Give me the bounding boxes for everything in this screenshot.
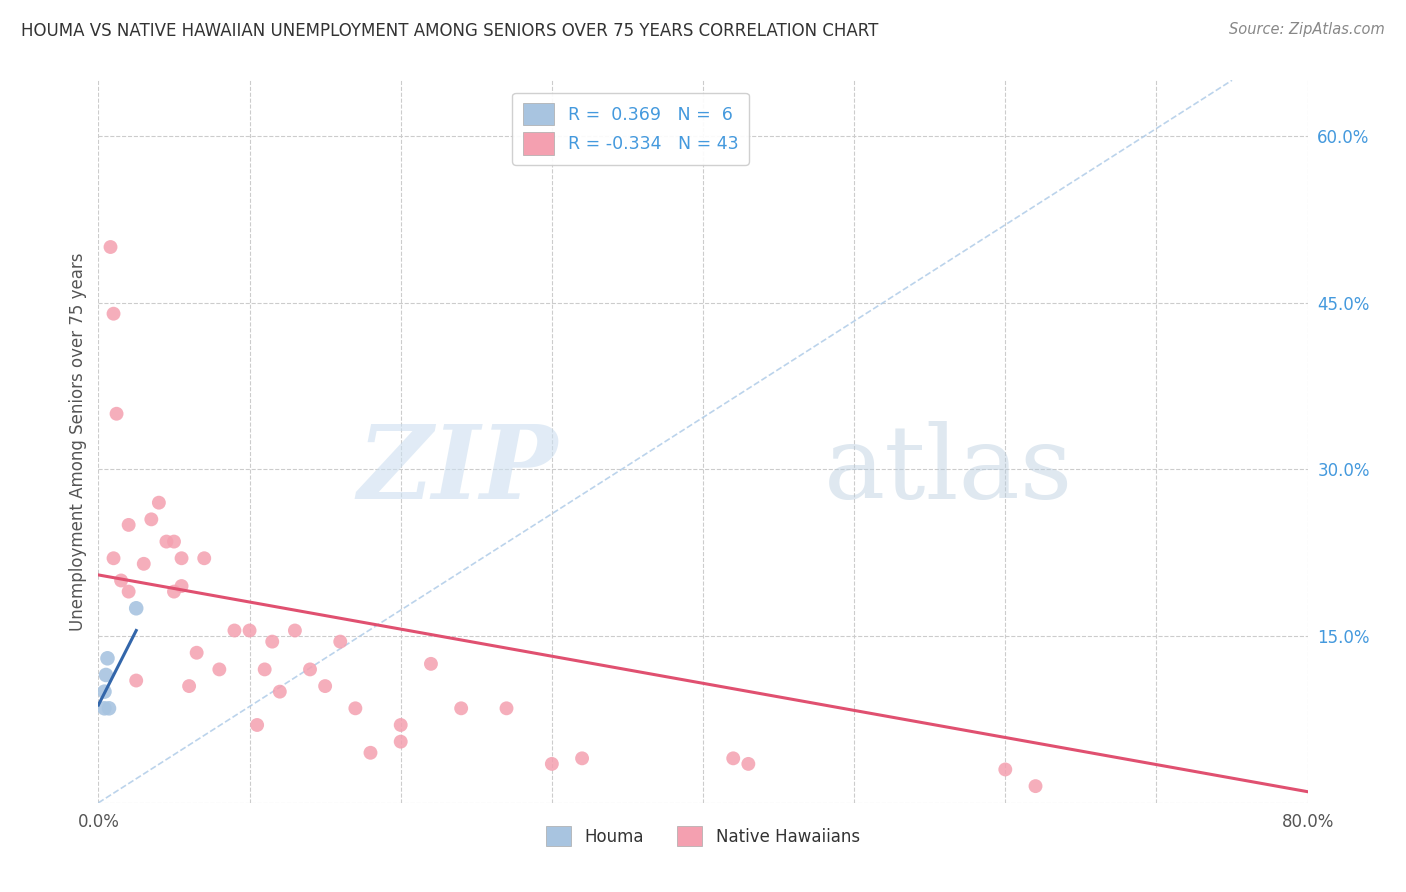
Point: [170, 579, 193, 593]
Point: [163, 534, 186, 549]
Point: [262, 634, 284, 648]
Text: HOUMA VS NATIVE HAWAIIAN UNEMPLOYMENT AMONG SENIORS OVER 75 YEARS CORRELATION CH: HOUMA VS NATIVE HAWAIIAN UNEMPLOYMENT AM…: [21, 22, 879, 40]
Point: [170, 551, 193, 566]
Point: [239, 624, 262, 638]
Point: [389, 734, 412, 748]
Point: [148, 496, 170, 510]
Point: [155, 534, 177, 549]
Point: [103, 307, 125, 321]
Point: [105, 407, 128, 421]
Point: [100, 240, 122, 254]
Legend: Houma, Native Hawaiians: Houma, Native Hawaiians: [540, 820, 866, 852]
Point: [360, 746, 382, 760]
Point: [723, 751, 745, 765]
Point: [96, 651, 118, 665]
Point: [93, 701, 115, 715]
Point: [495, 701, 517, 715]
Point: [224, 624, 246, 638]
Point: [246, 718, 269, 732]
Point: [1024, 779, 1046, 793]
Text: ZIP: ZIP: [357, 421, 558, 520]
Point: [193, 551, 215, 566]
Point: [737, 756, 759, 771]
Point: [103, 551, 125, 566]
Text: atlas: atlas: [824, 421, 1073, 520]
Point: [118, 517, 141, 532]
Point: [994, 763, 1017, 777]
Point: [118, 584, 141, 599]
Point: [93, 684, 115, 698]
Text: Source: ZipAtlas.com: Source: ZipAtlas.com: [1229, 22, 1385, 37]
Point: [125, 673, 148, 688]
Point: [314, 679, 336, 693]
Point: [163, 584, 186, 599]
Point: [299, 662, 322, 676]
Point: [420, 657, 443, 671]
Point: [132, 557, 155, 571]
Point: [186, 646, 208, 660]
Point: [329, 634, 352, 648]
Point: [450, 701, 472, 715]
Point: [179, 679, 201, 693]
Point: [571, 751, 593, 765]
Point: [110, 574, 132, 588]
Point: [141, 512, 163, 526]
Point: [94, 668, 117, 682]
Point: [98, 701, 121, 715]
Point: [389, 718, 412, 732]
Point: [284, 624, 307, 638]
Point: [269, 684, 291, 698]
Point: [344, 701, 367, 715]
Y-axis label: Unemployment Among Seniors over 75 years: Unemployment Among Seniors over 75 years: [69, 252, 87, 631]
Point: [208, 662, 231, 676]
Point: [253, 662, 276, 676]
Point: [540, 756, 562, 771]
Point: [125, 601, 148, 615]
